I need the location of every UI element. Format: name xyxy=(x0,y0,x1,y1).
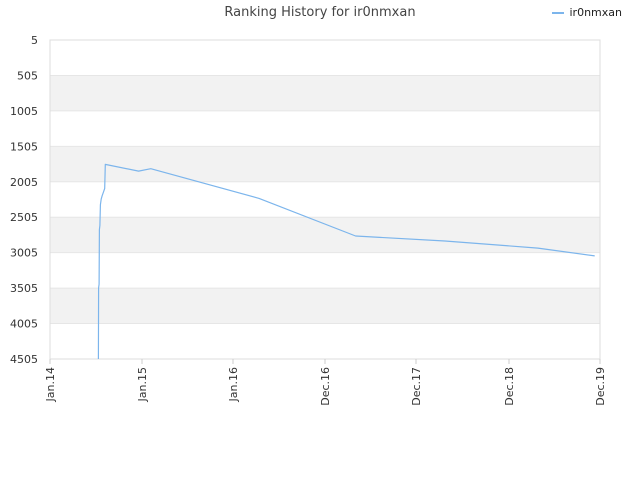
grid-band xyxy=(50,75,600,111)
x-tick-label: Jan.15 xyxy=(136,367,149,402)
x-tick-label: Dec.18 xyxy=(503,367,516,406)
grid-band xyxy=(50,217,600,253)
legend-line-swatch xyxy=(551,11,564,14)
y-tick-label: 4005 xyxy=(10,318,38,331)
y-tick-label: 3005 xyxy=(10,247,38,260)
y-tick-label: 505 xyxy=(17,69,38,82)
grid-band xyxy=(50,146,600,182)
y-tick-label: 1505 xyxy=(10,140,38,153)
x-tick-label: Jan.14 xyxy=(44,367,57,402)
y-tick-label: 1005 xyxy=(10,105,38,118)
chart-title: Ranking History for ir0nmxan xyxy=(224,5,416,20)
series-line-ir0nmxan xyxy=(97,163,595,360)
x-tick-label: Dec.16 xyxy=(319,367,332,406)
legend[interactable]: ir0nmxan xyxy=(551,6,623,19)
grid-band xyxy=(50,288,600,324)
y-tick-label: 5 xyxy=(31,34,38,47)
legend-label: ir0nmxan xyxy=(569,6,623,19)
x-tick-label: Dec.17 xyxy=(410,367,423,406)
y-tick-label: 4505 xyxy=(10,353,38,366)
y-tick-label: 2005 xyxy=(10,176,38,189)
y-tick-label: 2505 xyxy=(10,211,38,224)
x-tick-label: Jan.16 xyxy=(227,367,240,402)
y-tick-label: 3505 xyxy=(10,282,38,295)
x-tick-label: Dec.19 xyxy=(594,367,607,406)
